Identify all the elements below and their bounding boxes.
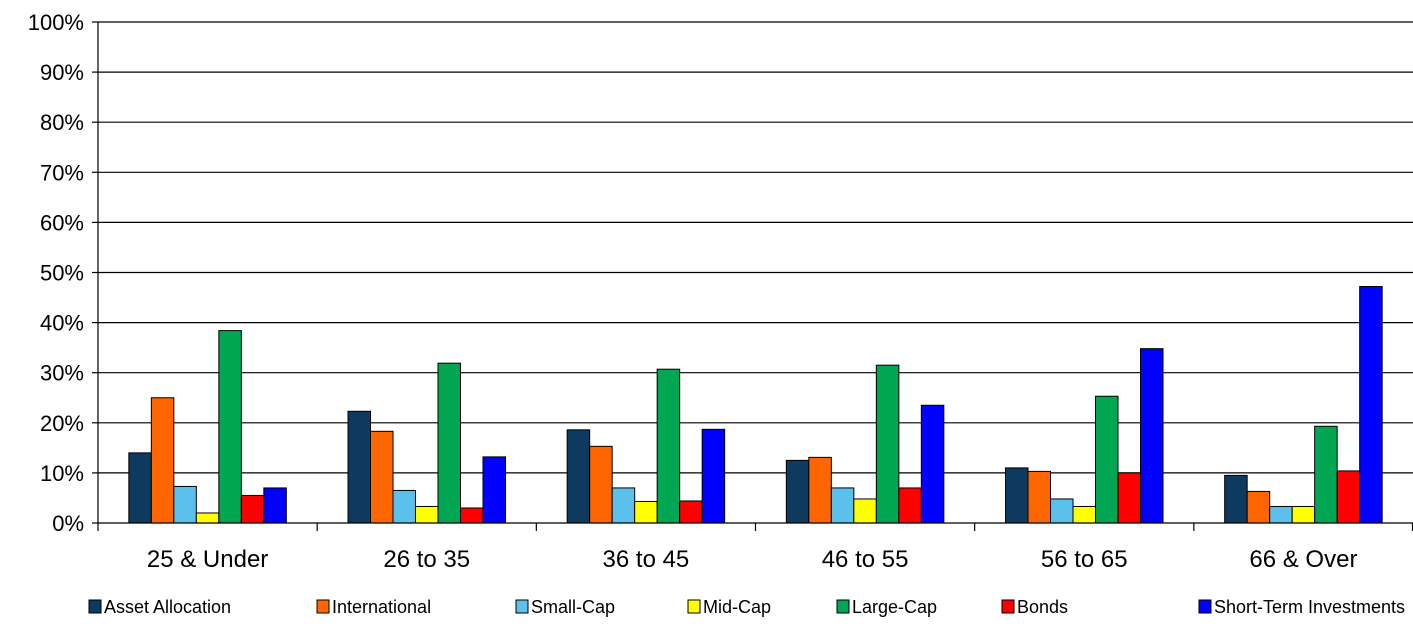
bar-asset-allocation [347, 410, 371, 524]
legend-swatch [1001, 599, 1015, 614]
bar-short-term-investments [1359, 286, 1383, 524]
bar-large-cap [437, 362, 461, 524]
legend-label: Small-Cap [531, 597, 615, 617]
bar-large-cap [875, 364, 900, 524]
bar-asset-allocation [1224, 474, 1248, 524]
bar-large-cap [1314, 425, 1338, 524]
bar-short-term-investments [482, 456, 506, 524]
bar-large-cap [656, 368, 681, 524]
bar-mid-cap [1072, 505, 1096, 524]
legend-swatch [316, 599, 330, 614]
bar-bonds [898, 487, 922, 524]
legend-label: Short-Term Investments [1214, 597, 1405, 617]
legend-label: Large-Cap [852, 597, 937, 617]
bar-mid-cap [415, 505, 439, 524]
bar-small-cap [173, 485, 197, 524]
legend-item: Small-Cap [515, 597, 615, 617]
category-label: 26 to 35 [383, 546, 470, 573]
legend-label: Asset Allocation [104, 597, 231, 617]
category-label: 56 to 65 [1041, 546, 1128, 573]
bar-asset-allocation [566, 429, 591, 524]
axes [92, 21, 1413, 531]
y-tick-label: 0% [52, 511, 84, 536]
bar-asset-allocation [1005, 467, 1029, 524]
y-tick-label: 40% [40, 311, 84, 336]
bar-short-term-investments [920, 404, 945, 524]
bar-small-cap [1050, 498, 1074, 524]
bar-international [370, 430, 394, 524]
y-tick-label: 90% [40, 60, 84, 85]
bar-international [150, 397, 175, 524]
y-tick-label: 80% [40, 110, 84, 135]
bar-large-cap [1095, 395, 1119, 524]
bar-international [1027, 470, 1051, 524]
bar-small-cap [611, 487, 636, 524]
bar-mid-cap [634, 500, 658, 524]
legend-item: Short-Term Investments [1198, 597, 1405, 617]
legend-swatch [1198, 599, 1212, 614]
bars [128, 286, 1383, 524]
legend-label: Mid-Cap [703, 597, 771, 617]
y-tick-label: 20% [40, 411, 84, 436]
y-tick-label: 70% [40, 160, 84, 185]
y-tick-label: 60% [40, 210, 84, 235]
legend-swatch [88, 599, 102, 614]
bar-small-cap [830, 487, 855, 524]
bar-international [1246, 490, 1271, 524]
legend-item: Bonds [1001, 597, 1068, 617]
bar-asset-allocation [785, 459, 810, 524]
legend: Asset Allocation International Small-Cap Mi… [88, 597, 1405, 617]
gridlines [98, 21, 1413, 474]
category-label: 25 & Under [147, 546, 268, 573]
legend-item: International [316, 597, 431, 617]
bar-short-term-investments [1140, 348, 1164, 524]
legend-item: Large-Cap [836, 597, 937, 617]
y-tick-label: 50% [40, 261, 84, 286]
legend-label: Bonds [1017, 597, 1068, 617]
legend-swatch [687, 599, 701, 614]
category-label: 46 to 55 [822, 546, 909, 573]
y-tick-labels: 0% 10% 20% 30% 40% 50% 60% 70% 80% 90% 100% [28, 10, 84, 536]
legend-item: Mid-Cap [687, 597, 771, 617]
bar-bonds [1117, 472, 1141, 524]
bar-small-cap [392, 489, 416, 524]
bar-mid-cap [195, 512, 220, 524]
legend-item: Asset Allocation [88, 597, 231, 617]
y-tick-label: 100% [28, 10, 84, 35]
category-label: 66 & Over [1249, 546, 1357, 573]
bar-small-cap [1269, 505, 1293, 524]
y-tick-label: 30% [40, 361, 84, 386]
bar-mid-cap [853, 498, 877, 524]
legend-label: International [332, 597, 431, 617]
bar-short-term-investments [263, 487, 287, 524]
category-label: 36 to 45 [603, 546, 690, 573]
bar-mid-cap [1291, 505, 1316, 524]
legend-swatch [515, 599, 529, 614]
bar-bonds [1336, 470, 1361, 524]
bar-international [589, 445, 613, 524]
bar-large-cap [218, 330, 242, 524]
bar-international [808, 456, 832, 524]
y-tick-label: 10% [40, 461, 84, 486]
bar-bonds [240, 494, 265, 524]
bar-asset-allocation [128, 452, 152, 524]
bar-bonds [679, 500, 703, 524]
bar-short-term-investments [701, 428, 726, 524]
bar-bonds [460, 507, 484, 524]
category-labels: 25 & Under 26 to 35 36 to 45 46 to 55 56 to … [147, 546, 1358, 573]
legend-swatch [836, 599, 850, 614]
